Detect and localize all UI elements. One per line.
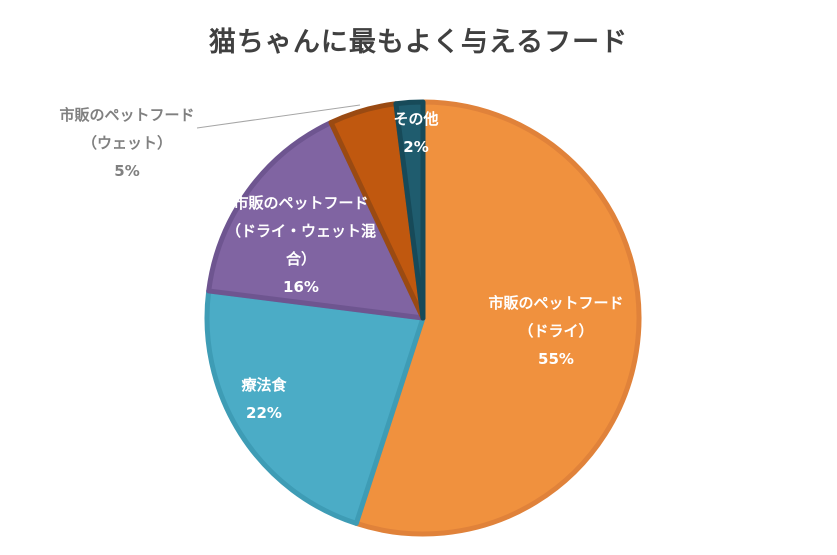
slice-label-4-pct_label: 5% bbox=[114, 162, 139, 180]
slice-label-4-name: 市販のペットフード bbox=[59, 106, 194, 124]
chart-title: 猫ちゃんに最もよく与えるフード bbox=[208, 27, 629, 58]
pie-slice-1 bbox=[353, 99, 642, 537]
slice-label-3-name: 市販のペットフード bbox=[233, 194, 368, 212]
slice-label-3-name3: 合） bbox=[285, 250, 316, 268]
pie-slice-2 bbox=[204, 288, 426, 526]
slice-label-1-pct_label: 55% bbox=[538, 350, 574, 368]
slice-label-5-pct_label: 2% bbox=[403, 138, 428, 156]
leader-lines bbox=[196, 104, 361, 129]
pie-slices bbox=[204, 99, 642, 537]
slice-label-1-name2: （ドライ） bbox=[518, 322, 593, 340]
slice-label-3-name2: （ドライ・ウェット混 bbox=[226, 222, 376, 240]
slice-label-1-name: 市販のペットフード bbox=[488, 294, 623, 312]
slice-label-2-name: 療法食 bbox=[241, 376, 287, 394]
slice-label-3-pct_label: 16% bbox=[283, 278, 319, 296]
slice-label-2-pct_label: 22% bbox=[246, 404, 282, 422]
slice-label-5-name: その他 bbox=[393, 110, 438, 128]
slice-labels: 市販のペットフード （ドライ） 55% 療法食 22% 市販のペットフード （ドライ・ウェッ… bbox=[59, 106, 623, 422]
pie-slice-5 bbox=[393, 99, 426, 321]
slice-label-4-name2: （ウェット） bbox=[82, 134, 172, 152]
pie-slice-3 bbox=[206, 120, 426, 321]
leader-line-4 bbox=[196, 104, 361, 129]
